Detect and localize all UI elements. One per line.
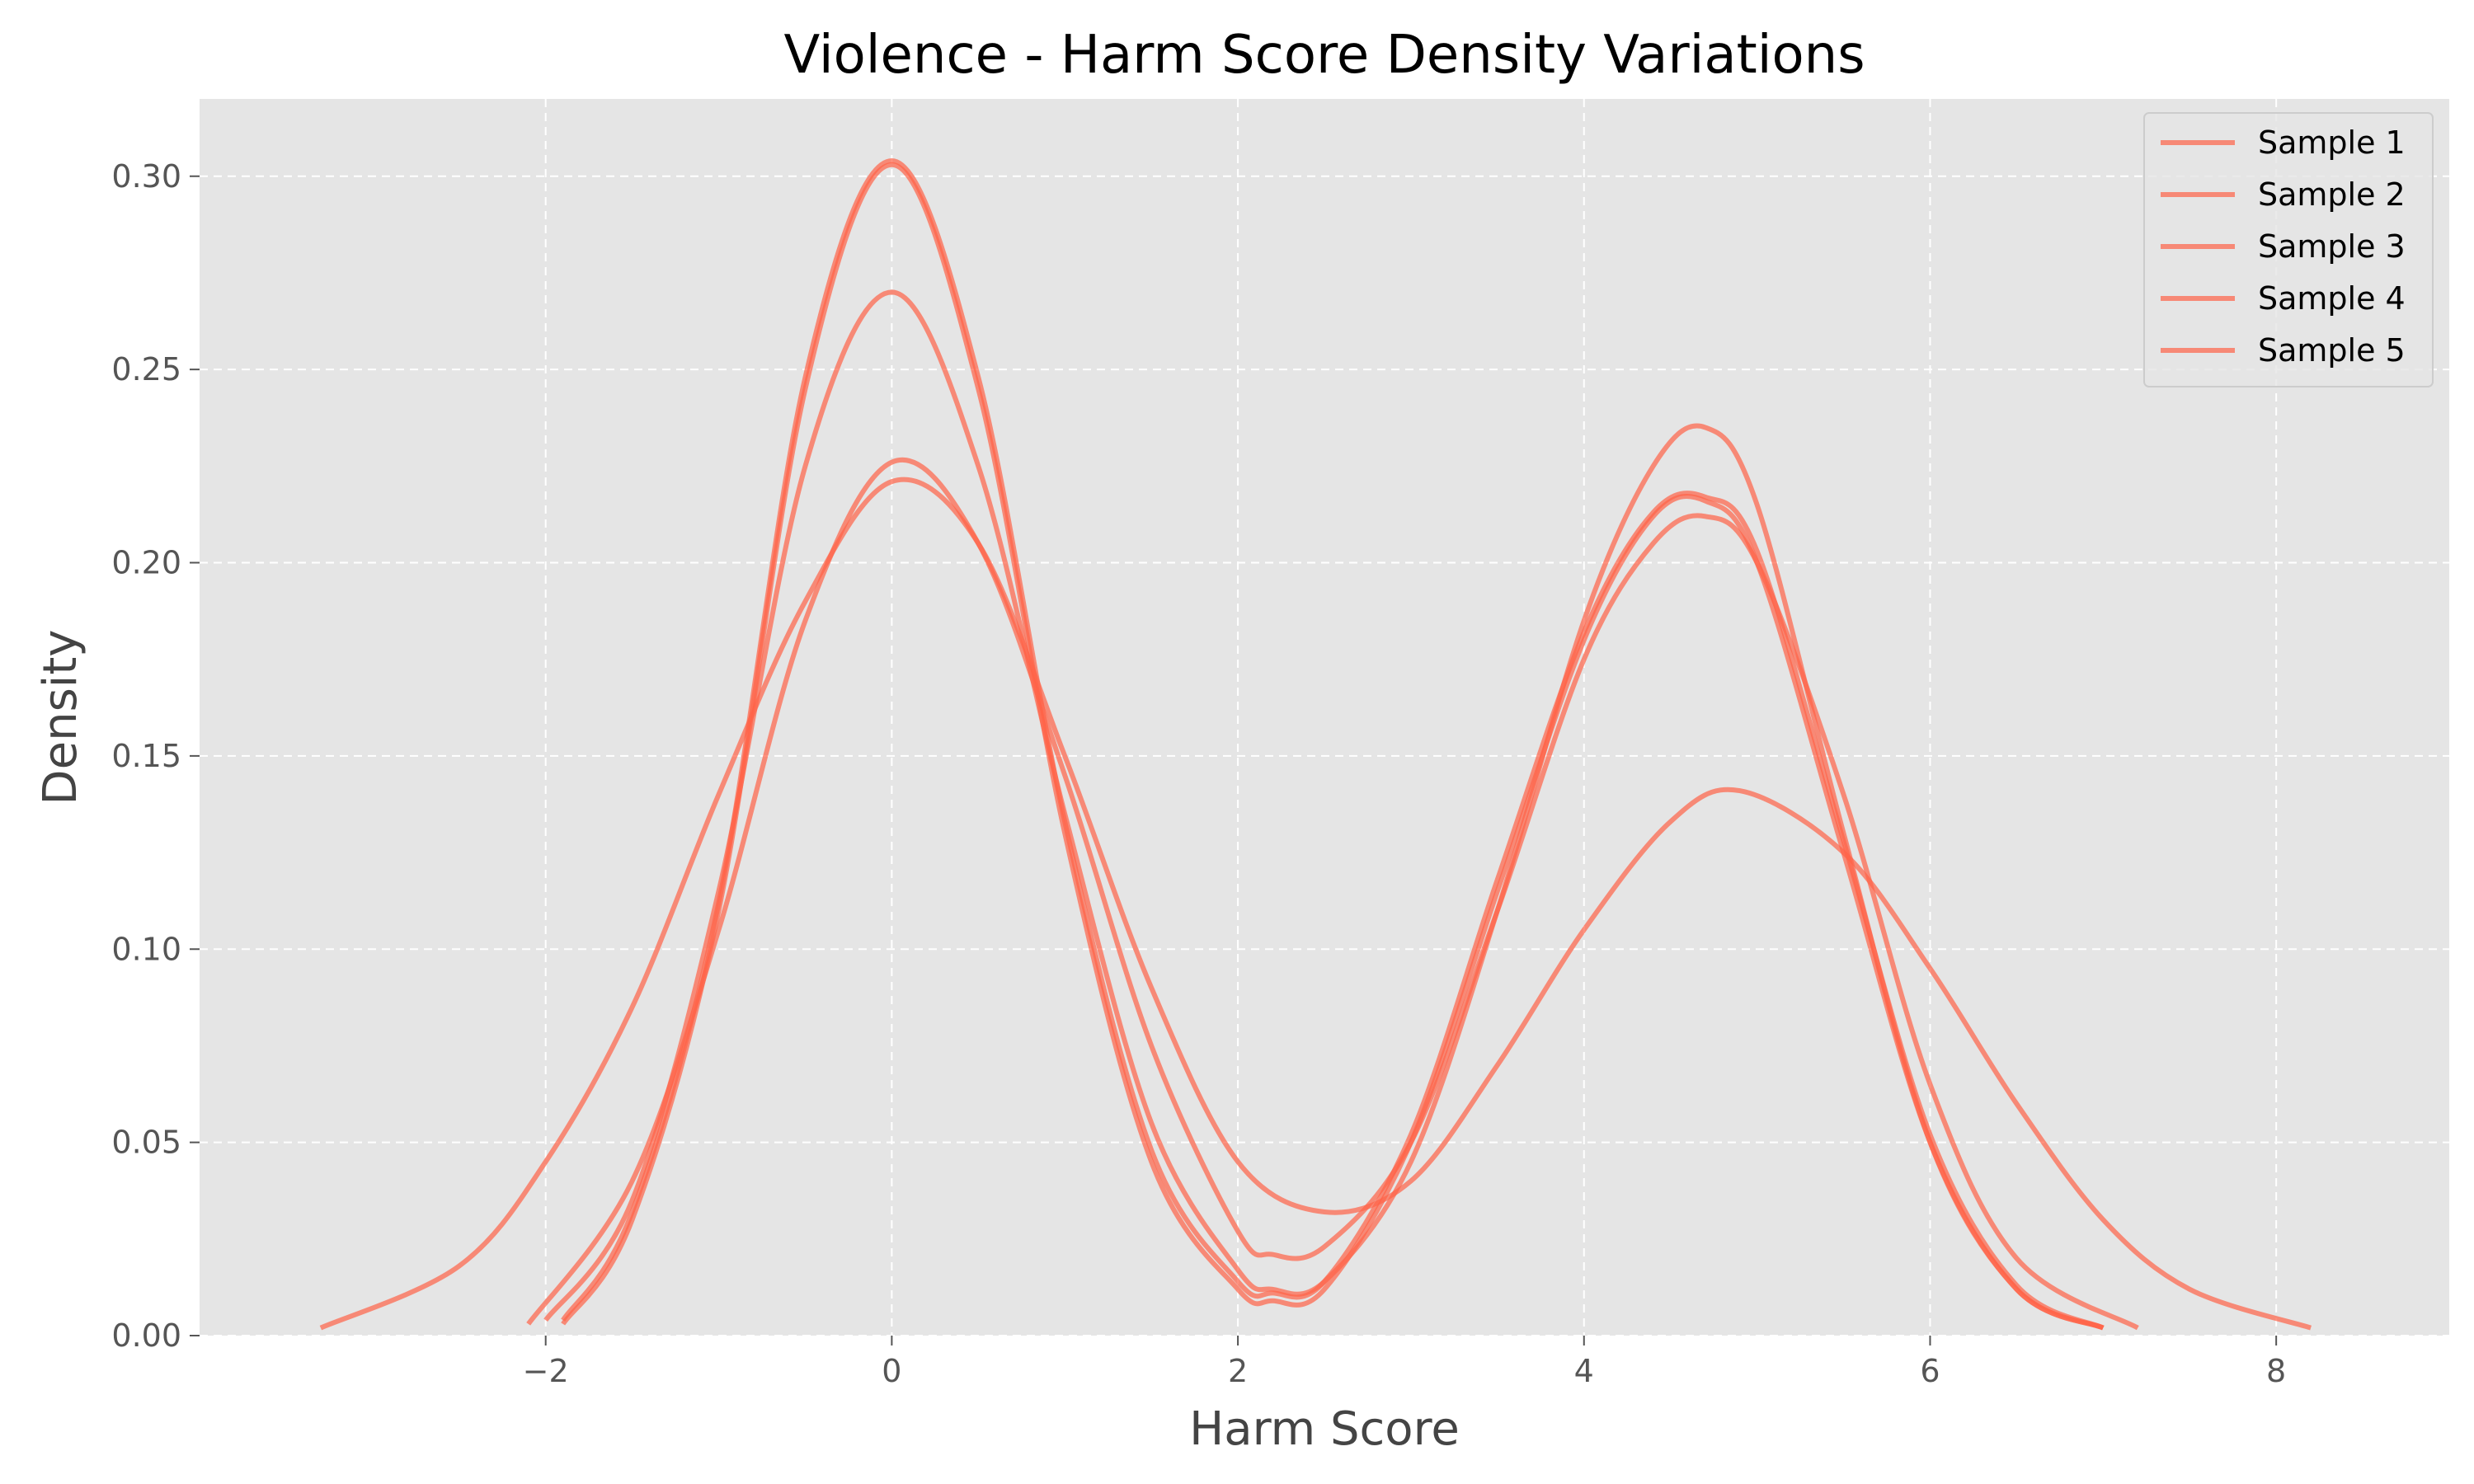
y-axis-label: Density: [34, 630, 87, 805]
x-tick-label: 4: [1574, 1353, 1594, 1389]
x-axis-label: Harm Score: [1189, 1402, 1460, 1456]
legend-label: Sample 5: [2258, 332, 2406, 369]
series-line-sample-3: [543, 289, 2105, 1331]
series-lines: [319, 158, 2312, 1331]
series-line-sample-5: [319, 477, 2312, 1331]
y-tick-label: 0.30: [111, 158, 181, 195]
x-tick-label: 6: [1920, 1353, 1940, 1389]
y-tick-label: 0.00: [111, 1317, 181, 1354]
series-line-sample-2: [561, 158, 2105, 1331]
grid: [200, 99, 2449, 1336]
x-tick-label: −2: [523, 1353, 569, 1389]
chart-title: Violence - Harm Score Density Variations: [783, 25, 1865, 86]
y-tick-label: 0.05: [111, 1125, 181, 1161]
x-tick-label: 8: [2266, 1353, 2286, 1389]
y-tick-label: 0.10: [111, 931, 181, 967]
x-axis: −2 0 2 4 6 8: [523, 1336, 2286, 1389]
legend-label: Sample 1: [2258, 124, 2406, 161]
legend: Sample 1 Sample 2 Sample 3 Sample 4 Sample 5: [2143, 112, 2434, 387]
plot-background: [200, 99, 2449, 1336]
legend-label: Sample 3: [2258, 228, 2406, 265]
x-tick-label: 0: [882, 1353, 901, 1389]
legend-label: Sample 2: [2258, 176, 2406, 213]
y-tick-label: 0.25: [111, 351, 181, 387]
y-tick-label: 0.15: [111, 738, 181, 774]
x-tick-label: 2: [1228, 1353, 1248, 1389]
y-tick-label: 0.20: [111, 545, 181, 581]
series-line-sample-4: [526, 457, 2139, 1331]
legend-box: [2143, 112, 2434, 387]
legend-label: Sample 4: [2258, 280, 2406, 317]
legend-items: Sample 1 Sample 2 Sample 3 Sample 4 Sample 5: [2161, 124, 2406, 369]
y-axis: 0.00 0.05 0.10 0.15 0.20 0.25 0.30: [111, 158, 200, 1354]
